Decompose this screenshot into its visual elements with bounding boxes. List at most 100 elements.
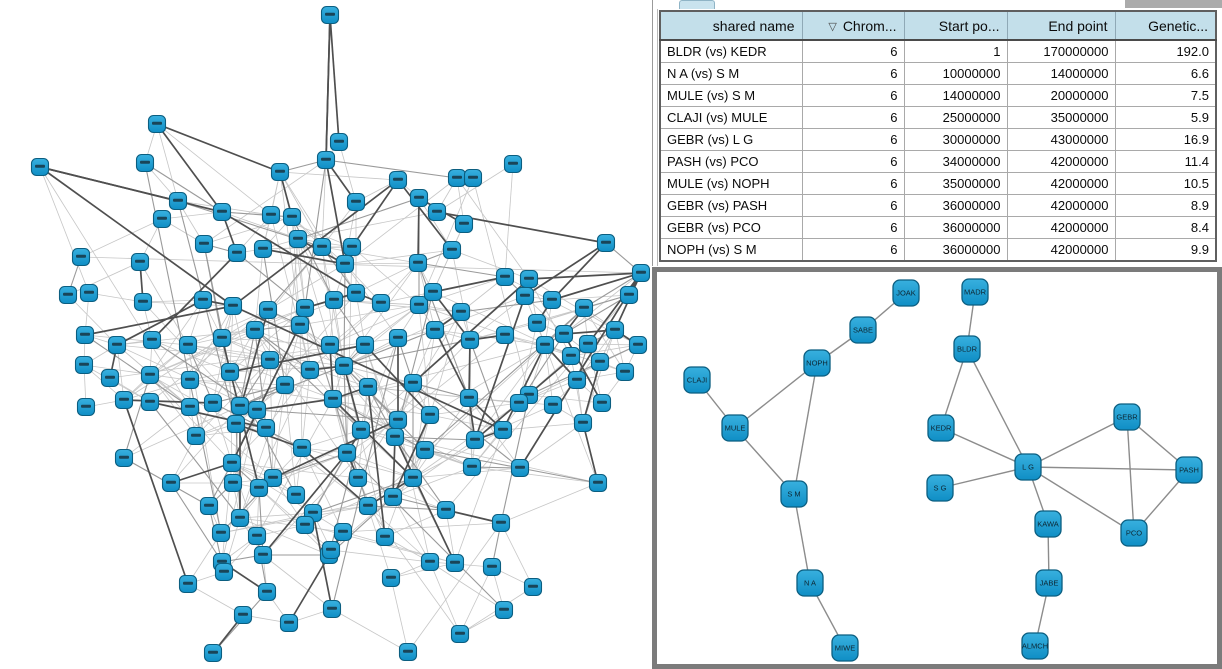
network-node[interactable]	[592, 393, 612, 413]
sub-network-node-NOPH[interactable]: NOPH	[803, 349, 831, 377]
network-node[interactable]	[253, 239, 273, 259]
network-node[interactable]	[454, 214, 474, 234]
cell-chromosome[interactable]: 6	[801, 39, 905, 63]
network-node[interactable]	[403, 468, 423, 488]
network-node[interactable]	[194, 234, 214, 254]
network-node[interactable]	[355, 335, 375, 355]
network-node[interactable]	[233, 605, 253, 625]
sub-network-node-MADR[interactable]: MADR	[961, 278, 989, 306]
network-node[interactable]	[130, 252, 150, 272]
network-node[interactable]	[100, 368, 120, 388]
sub-network-canvas[interactable]: JOAK MADR SABE BLDR NOPH CLAJI GEBR MULE KEDR L G…	[657, 272, 1217, 664]
network-node[interactable]	[261, 205, 281, 225]
main-network-panel[interactable]	[0, 0, 650, 669]
network-node[interactable]	[450, 624, 470, 644]
cell-end-point[interactable]: 20000000	[1006, 84, 1116, 107]
network-node[interactable]	[79, 283, 99, 303]
network-node[interactable]	[212, 202, 232, 222]
cell-shared-name[interactable]: GEBR (vs) L G	[659, 128, 803, 151]
cell-start-position[interactable]: 36000000	[903, 194, 1008, 217]
cell-chromosome[interactable]: 6	[801, 194, 905, 217]
network-node[interactable]	[288, 229, 308, 249]
network-node[interactable]	[451, 302, 471, 322]
network-node[interactable]	[142, 330, 162, 350]
filter-icon[interactable]: ▽	[828, 20, 837, 33]
network-node[interactable]	[247, 400, 267, 420]
network-node[interactable]	[223, 296, 243, 316]
network-node[interactable]	[223, 473, 243, 493]
network-node[interactable]	[337, 443, 357, 463]
network-node[interactable]	[258, 300, 278, 320]
cell-end-point[interactable]: 43000000	[1006, 128, 1116, 151]
network-node[interactable]	[605, 320, 625, 340]
sub-network-node-PASH[interactable]: PASH	[1175, 456, 1203, 484]
network-node[interactable]	[133, 292, 153, 312]
network-node[interactable]	[282, 207, 302, 227]
cell-start-position[interactable]: 30000000	[903, 128, 1008, 151]
network-node[interactable]	[590, 352, 610, 372]
cell-genetic-distance[interactable]: 192.0	[1114, 39, 1217, 63]
cell-shared-name[interactable]: N A (vs) S M	[659, 62, 803, 85]
network-node[interactable]	[388, 328, 408, 348]
network-node[interactable]	[462, 457, 482, 477]
cell-shared-name[interactable]: GEBR (vs) PCO	[659, 216, 803, 239]
sub-network-edge-LG-PCO[interactable]	[1027, 466, 1135, 534]
network-node[interactable]	[316, 150, 336, 170]
network-node[interactable]	[321, 540, 341, 560]
network-node[interactable]	[140, 392, 160, 412]
column-header-start-position[interactable]: Start po...	[903, 10, 1008, 41]
network-node[interactable]	[459, 388, 479, 408]
table-row[interactable]: GEBR (vs) PASH 6 36000000 42000000 8.9	[659, 194, 1217, 217]
network-node[interactable]	[403, 373, 423, 393]
sub-network-node-MIWE[interactable]: MIWE	[831, 634, 859, 662]
network-node[interactable]	[510, 458, 530, 478]
sub-network-panel[interactable]: JOAK MADR SABE BLDR NOPH CLAJI GEBR MULE KEDR L G…	[652, 267, 1222, 669]
network-node[interactable]	[415, 440, 435, 460]
network-node[interactable]	[388, 410, 408, 430]
sub-network-edge-LG-PASH[interactable]	[1027, 466, 1190, 471]
network-node[interactable]	[140, 365, 160, 385]
cell-chromosome[interactable]: 6	[801, 128, 905, 151]
sub-network-node-JABE[interactable]: JABE	[1035, 569, 1063, 597]
sub-network-node-LG[interactable]: L G	[1014, 453, 1042, 481]
cell-shared-name[interactable]: GEBR (vs) PASH	[659, 194, 803, 217]
network-node[interactable]	[322, 599, 342, 619]
network-node[interactable]	[371, 293, 391, 313]
network-node[interactable]	[348, 468, 368, 488]
network-node[interactable]	[178, 335, 198, 355]
sub-network-node-CLAJI[interactable]: CLAJI	[683, 366, 711, 394]
network-node[interactable]	[320, 335, 340, 355]
column-header-end-point[interactable]: End point	[1006, 10, 1116, 41]
column-header-genetic-distance[interactable]: Genetic...	[1114, 10, 1217, 41]
cell-chromosome[interactable]: 6	[801, 150, 905, 173]
network-node[interactable]	[114, 448, 134, 468]
network-node[interactable]	[247, 526, 267, 546]
network-node[interactable]	[423, 282, 443, 302]
network-node[interactable]	[275, 375, 295, 395]
network-node[interactable]	[333, 522, 353, 542]
network-node[interactable]	[295, 298, 315, 318]
network-node[interactable]	[409, 295, 429, 315]
table-row[interactable]: GEBR (vs) L G 6 30000000 43000000 16.9	[659, 128, 1217, 151]
cell-genetic-distance[interactable]: 8.4	[1114, 216, 1217, 239]
sub-network-node-SABE[interactable]: SABE	[849, 316, 877, 344]
network-node[interactable]	[329, 132, 349, 152]
network-node[interactable]	[383, 487, 403, 507]
network-node[interactable]	[482, 557, 502, 577]
network-node[interactable]	[320, 5, 340, 25]
network-node[interactable]	[436, 500, 456, 520]
network-node[interactable]	[385, 427, 405, 447]
table-row[interactable]: PASH (vs) PCO 6 34000000 42000000 11.4	[659, 150, 1217, 173]
network-node[interactable]	[420, 405, 440, 425]
network-node[interactable]	[76, 397, 96, 417]
cell-end-point[interactable]: 14000000	[1006, 62, 1116, 85]
network-node[interactable]	[542, 290, 562, 310]
sub-network-node-KEDR[interactable]: KEDR	[927, 414, 955, 442]
cell-start-position[interactable]: 1	[903, 39, 1008, 63]
network-node[interactable]	[249, 478, 269, 498]
network-node[interactable]	[152, 209, 172, 229]
network-node[interactable]	[465, 430, 485, 450]
cell-end-point[interactable]: 42000000	[1006, 216, 1116, 239]
sub-network-node-SM[interactable]: S M	[780, 480, 808, 508]
network-node[interactable]	[323, 389, 343, 409]
